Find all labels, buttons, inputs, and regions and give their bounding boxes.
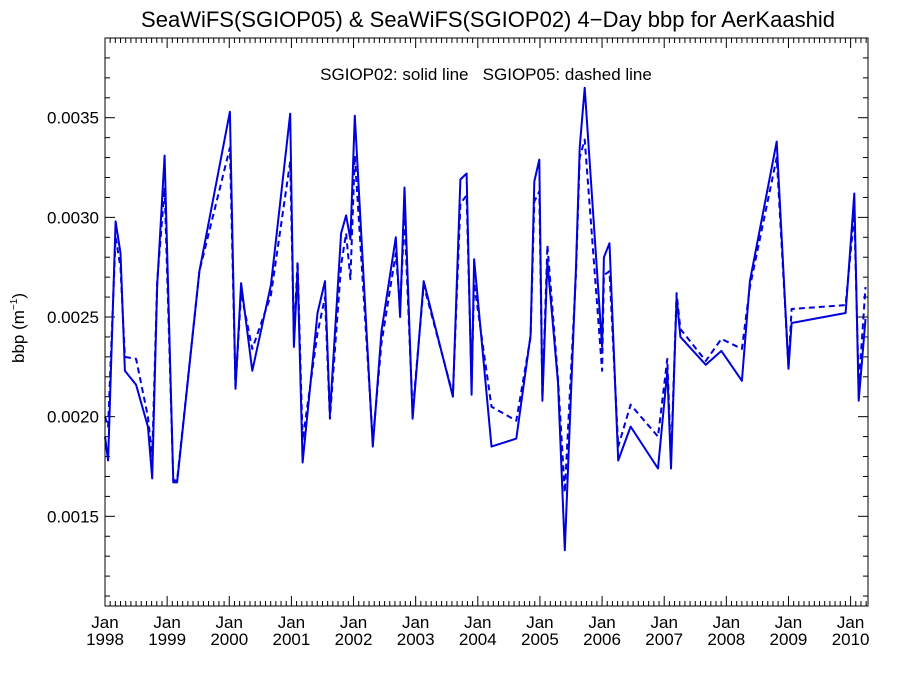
series-line-sgiop05 [104, 138, 867, 494]
x-tick-label-year: 1999 [148, 630, 186, 649]
x-tick-label-month: Jan [216, 613, 243, 632]
axis-ticks: 0.00150.00200.00250.00300.0035Jan1998Jan… [47, 37, 870, 649]
y-tick-label: 0.0030 [47, 208, 99, 227]
x-tick-label-year: 2010 [832, 630, 870, 649]
chart-title: SeaWiFS(SGIOP05) & SeaWiFS(SGIOP02) 4−Da… [141, 7, 835, 32]
x-tick-label-year: 2003 [397, 630, 435, 649]
plot-frame [104, 37, 869, 607]
x-tick-label-month: Jan [837, 613, 864, 632]
y-tick-label: 0.0020 [47, 408, 99, 427]
series-line-sgiop02 [104, 86, 867, 552]
x-tick-label-month: Jan [464, 613, 491, 632]
x-tick-label-month: Jan [713, 613, 740, 632]
x-tick-label-month: Jan [153, 613, 180, 632]
x-tick-label-month: Jan [91, 613, 118, 632]
x-tick-label-year: 2001 [272, 630, 310, 649]
x-tick-label-year: 2008 [707, 630, 745, 649]
x-tick-label-year: 2007 [645, 630, 683, 649]
x-tick-label-year: 2006 [583, 630, 621, 649]
x-tick-label-month: Jan [402, 613, 429, 632]
y-tick-label: 0.0025 [47, 308, 99, 327]
series-lines [104, 86, 867, 552]
x-tick-label-month: Jan [278, 613, 305, 632]
x-tick-label-month: Jan [526, 613, 553, 632]
x-tick-label-year: 2005 [521, 630, 559, 649]
x-tick-label-month: Jan [588, 613, 615, 632]
x-tick-label-year: 2002 [335, 630, 373, 649]
y-axis-label-base: bbp (m [9, 310, 28, 363]
y-tick-label: 0.0035 [47, 109, 99, 128]
x-tick-label-month: Jan [775, 613, 802, 632]
x-tick-label-month: Jan [340, 613, 367, 632]
x-tick-label-year: 1998 [86, 630, 124, 649]
y-tick-label: 0.0015 [47, 507, 99, 526]
legend-annotation: SGIOP02: solid line SGIOP05: dashed line [320, 65, 652, 84]
y-axis-label-close: ) [9, 293, 28, 299]
y-axis-label: bbp (m−1) [9, 293, 28, 363]
x-tick-label-month: Jan [650, 613, 677, 632]
x-tick-label-year: 2004 [459, 630, 497, 649]
x-tick-label-year: 2009 [770, 630, 808, 649]
y-axis-label-unit-exponent: −1 [9, 298, 20, 310]
x-tick-label-year: 2000 [210, 630, 248, 649]
